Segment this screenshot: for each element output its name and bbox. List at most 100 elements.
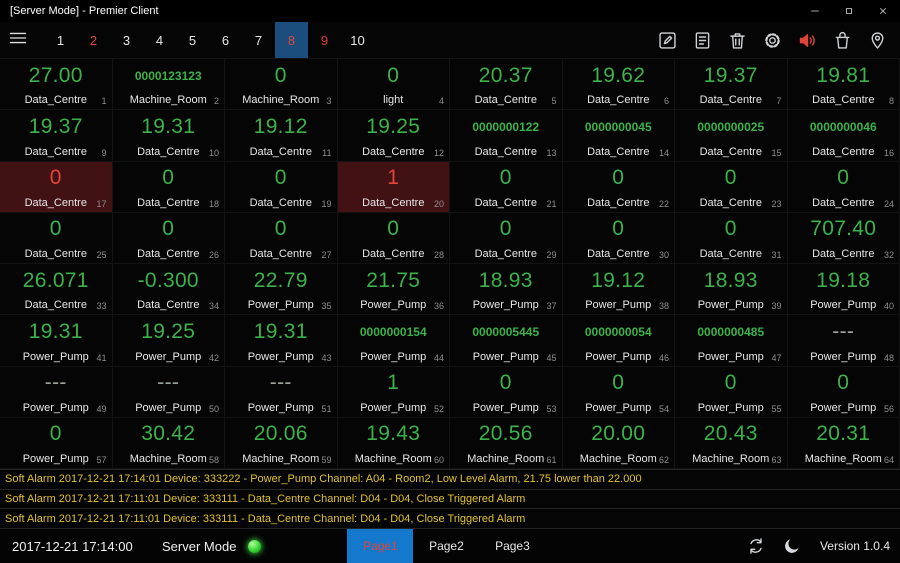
maximize-icon[interactable] [832,0,866,22]
tile-23[interactable]: 0 Data_Centre 23 [675,161,788,213]
tile-47[interactable]: 0000000485 Power_Pump 47 [675,315,788,367]
trash-icon[interactable] [727,30,748,51]
tile-35[interactable]: 22.79 Power_Pump 35 [225,264,338,316]
tile-57[interactable]: 0 Power_Pump 57 [0,417,113,469]
tile-40[interactable]: 19.18 Power_Pump 40 [787,264,900,316]
settings-icon[interactable] [762,30,783,51]
tile-3[interactable]: 0 Machine_Room 3 [225,59,338,111]
page-button-4[interactable]: 4 [155,32,164,48]
tile-54[interactable]: 0 Power_Pump 54 [562,366,675,418]
tile-59[interactable]: 20.06 Machine_Room 59 [225,417,338,469]
page-button-10[interactable]: 10 [350,32,365,48]
tile-42[interactable]: 19.25 Power_Pump 42 [112,315,225,367]
page-button-9[interactable]: 9 [320,32,329,48]
tile-43[interactable]: 19.31 Power_Pump 43 [225,315,338,367]
tile-label: Data_Centre [474,94,537,107]
tile-10[interactable]: 19.31 Data_Centre 10 [112,110,225,162]
tile-33[interactable]: 26.071 Data_Centre 33 [0,264,113,316]
page-button-5[interactable]: 5 [188,32,197,48]
speaker-icon[interactable] [797,30,818,51]
tile-53[interactable]: 0 Power_Pump 53 [450,366,563,418]
tile-24[interactable]: 0 Data_Centre 24 [787,161,900,213]
tile-2[interactable]: 0000123123 Machine_Room 2 [112,59,225,111]
tile-18[interactable]: 0 Data_Centre 18 [112,161,225,213]
tile-52[interactable]: 1 Power_Pump 52 [337,366,450,418]
tile-index: 56 [883,403,894,414]
tile-36[interactable]: 21.75 Power_Pump 36 [337,264,450,316]
tile-64[interactable]: 20.31 Machine_Room 64 [787,417,900,469]
tile-45[interactable]: 0000005445 Power_Pump 45 [450,315,563,367]
tile-28[interactable]: 0 Data_Centre 28 [337,212,450,264]
tile-39[interactable]: 18.93 Power_Pump 39 [675,264,788,316]
tile-15[interactable]: 0000000025 Data_Centre 15 [675,110,788,162]
tile-44[interactable]: 0000000154 Power_Pump 44 [337,315,450,367]
tile-61[interactable]: 20.56 Machine_Room 61 [450,417,563,469]
tile-7[interactable]: 19.37 Data_Centre 7 [675,59,788,111]
edit-icon[interactable] [657,30,678,51]
report-icon[interactable] [692,30,713,51]
tile-25[interactable]: 0 Data_Centre 25 [0,212,113,264]
tile-63[interactable]: 20.43 Machine_Room 63 [675,417,788,469]
tile-label: Power_Pump [472,299,539,312]
page-button-1[interactable]: 1 [56,32,65,48]
page-button-7[interactable]: 7 [254,32,263,48]
alarm-log-entry[interactable]: Soft Alarm 2017-12-21 17:11:01 Device: 3… [0,509,900,530]
tile-14[interactable]: 0000000045 Data_Centre 14 [562,110,675,162]
tile-9[interactable]: 19.37 Data_Centre 9 [0,110,113,162]
tile-29[interactable]: 0 Data_Centre 29 [450,212,563,264]
tile-1[interactable]: 27.00 Data_Centre 1 [0,59,113,111]
page-button-8[interactable]: 8 [275,22,308,58]
tile-31[interactable]: 0 Data_Centre 31 [675,212,788,264]
tab-page1[interactable]: Page1 [347,529,414,563]
tile-56[interactable]: 0 Power_Pump 56 [787,366,900,418]
clear-alarm-icon[interactable] [832,30,853,51]
tile-50[interactable]: --- Power_Pump 50 [112,366,225,418]
tile-8[interactable]: 19.81 Data_Centre 8 [787,59,900,111]
tile-6[interactable]: 19.62 Data_Centre 6 [562,59,675,111]
sync-icon[interactable] [746,536,766,556]
tile-index: 27 [321,250,332,260]
tile-5[interactable]: 20.37 Data_Centre 5 [450,59,563,111]
tile-12[interactable]: 19.25 Data_Centre 12 [337,110,450,162]
tile-index: 62 [658,455,669,465]
tile-19[interactable]: 0 Data_Centre 19 [225,161,338,213]
page-button-2[interactable]: 2 [89,32,98,48]
tile-58[interactable]: 30.42 Machine_Room 58 [112,417,225,469]
close-icon[interactable] [866,0,900,22]
tile-41[interactable]: 19.31 Power_Pump 41 [0,315,113,367]
tile-37[interactable]: 18.93 Power_Pump 37 [450,264,563,316]
page-button-6[interactable]: 6 [221,32,230,48]
tile-20[interactable]: 1 Data_Centre 20 [337,161,450,213]
tile-4[interactable]: 0 light 4 [337,59,450,111]
tile-11[interactable]: 19.12 Data_Centre 11 [225,110,338,162]
tile-62[interactable]: 20.00 Machine_Room 62 [562,417,675,469]
tile-27[interactable]: 0 Data_Centre 27 [225,212,338,264]
alarm-log-entry[interactable]: Soft Alarm 2017-12-21 17:14:01 Device: 3… [0,470,900,490]
tab-page3[interactable]: Page3 [495,539,530,553]
tile-26[interactable]: 0 Data_Centre 26 [112,212,225,264]
tile-30[interactable]: 0 Data_Centre 30 [562,212,675,264]
alarm-log-entry[interactable]: Soft Alarm 2017-12-21 17:11:01 Device: 3… [0,490,900,510]
tile-22[interactable]: 0 Data_Centre 22 [562,161,675,213]
tile-16[interactable]: 0000000046 Data_Centre 16 [787,110,900,162]
tile-index: 6 [663,96,669,107]
night-mode-icon[interactable] [782,536,802,556]
tile-34[interactable]: -0.300 Data_Centre 34 [112,264,225,316]
tile-21[interactable]: 0 Data_Centre 21 [450,161,563,213]
tile-55[interactable]: 0 Power_Pump 55 [675,366,788,418]
tile-49[interactable]: --- Power_Pump 49 [0,366,113,418]
tile-13[interactable]: 0000000122 Data_Centre 13 [450,110,563,162]
tile-value: 0 [162,217,175,241]
tile-38[interactable]: 19.12 Power_Pump 38 [562,264,675,316]
page-button-3[interactable]: 3 [122,32,131,48]
tile-48[interactable]: --- Power_Pump 48 [787,315,900,367]
tile-46[interactable]: 0000000054 Power_Pump 46 [562,315,675,367]
tile-51[interactable]: --- Power_Pump 51 [225,366,338,418]
tile-60[interactable]: 19.43 Machine_Room 60 [337,417,450,469]
tile-32[interactable]: 707.40 Data_Centre 32 [787,212,900,264]
tile-17[interactable]: 0 Data_Centre 17 [0,161,113,213]
tab-page2[interactable]: Page2 [429,539,464,553]
menu-button[interactable] [8,28,34,52]
minimize-icon[interactable] [798,0,832,22]
location-icon[interactable] [867,30,888,51]
